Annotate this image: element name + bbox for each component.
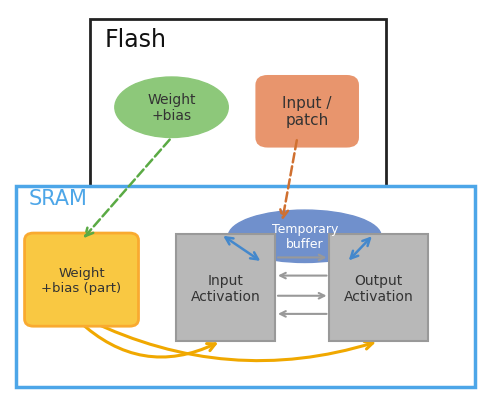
FancyBboxPatch shape bbox=[329, 234, 428, 341]
FancyBboxPatch shape bbox=[25, 233, 138, 326]
Text: Weight
+bias: Weight +bias bbox=[147, 93, 196, 123]
Text: Input /
patch: Input / patch bbox=[282, 96, 332, 128]
FancyBboxPatch shape bbox=[16, 186, 475, 388]
Text: Flash: Flash bbox=[105, 28, 167, 51]
FancyBboxPatch shape bbox=[90, 19, 386, 188]
FancyBboxPatch shape bbox=[177, 234, 275, 341]
Ellipse shape bbox=[115, 78, 228, 138]
Ellipse shape bbox=[228, 211, 381, 263]
Text: SRAM: SRAM bbox=[28, 188, 87, 209]
Text: Input
Activation: Input Activation bbox=[191, 273, 261, 303]
Text: Output
Activation: Output Activation bbox=[344, 273, 414, 303]
Text: Temporary
buffer: Temporary buffer bbox=[271, 223, 338, 251]
FancyBboxPatch shape bbox=[255, 76, 359, 148]
Text: Weight
+bias (part): Weight +bias (part) bbox=[42, 266, 122, 294]
